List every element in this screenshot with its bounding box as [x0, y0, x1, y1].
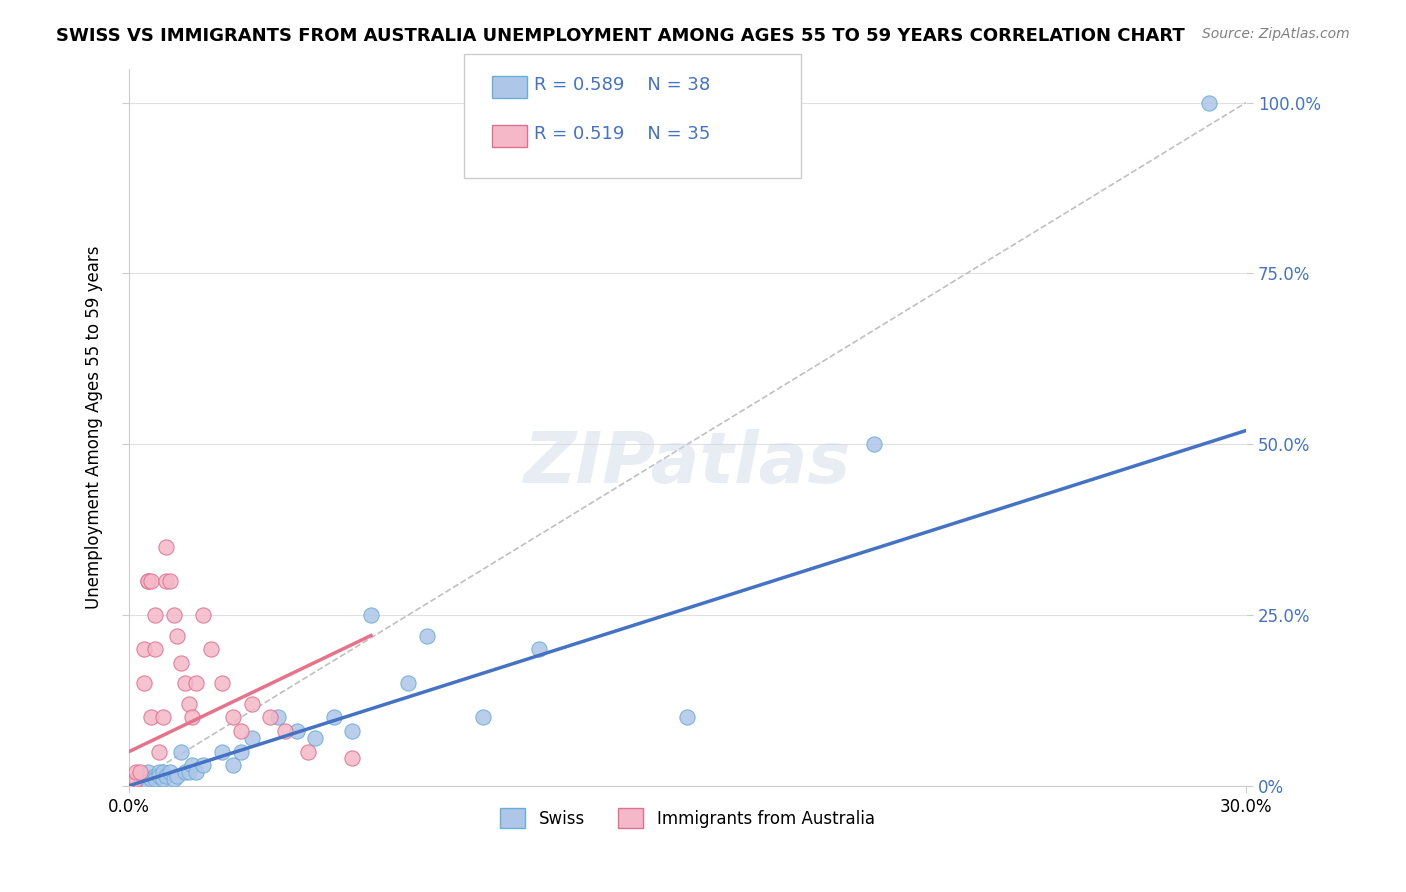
- Point: [240, 697, 263, 711]
- Point: [259, 710, 281, 724]
- Point: [416, 628, 439, 642]
- Point: [136, 775, 159, 789]
- Point: [1198, 95, 1220, 110]
- Point: [173, 676, 195, 690]
- Point: [211, 676, 233, 690]
- Point: [342, 724, 364, 739]
- Point: [152, 710, 174, 724]
- Point: [240, 731, 263, 745]
- Text: SWISS VS IMMIGRANTS FROM AUSTRALIA UNEMPLOYMENT AMONG AGES 55 TO 59 YEARS CORREL: SWISS VS IMMIGRANTS FROM AUSTRALIA UNEMP…: [56, 27, 1185, 45]
- Point: [229, 724, 252, 739]
- Text: R = 0.589    N = 38: R = 0.589 N = 38: [534, 76, 710, 94]
- Point: [267, 710, 290, 724]
- Point: [200, 642, 222, 657]
- Point: [141, 772, 163, 786]
- Point: [141, 710, 163, 724]
- Point: [155, 574, 177, 588]
- Point: [166, 628, 188, 642]
- Point: [471, 710, 494, 724]
- Point: [527, 642, 550, 657]
- Point: [125, 772, 148, 786]
- Point: [148, 768, 170, 782]
- Point: [173, 765, 195, 780]
- Point: [274, 724, 297, 739]
- Point: [211, 745, 233, 759]
- Point: [360, 607, 382, 622]
- Point: [181, 758, 204, 772]
- Point: [155, 540, 177, 554]
- Point: [159, 765, 181, 780]
- Point: [159, 574, 181, 588]
- Point: [229, 745, 252, 759]
- Point: [163, 607, 186, 622]
- Point: [285, 724, 308, 739]
- Point: [143, 772, 166, 786]
- Point: [143, 768, 166, 782]
- Point: [222, 710, 245, 724]
- Point: [148, 745, 170, 759]
- Point: [181, 710, 204, 724]
- Point: [125, 765, 148, 780]
- Point: [170, 745, 193, 759]
- Legend: Swiss, Immigrants from Australia: Swiss, Immigrants from Australia: [494, 801, 882, 835]
- Point: [143, 642, 166, 657]
- Point: [322, 710, 344, 724]
- Text: R = 0.519    N = 35: R = 0.519 N = 35: [534, 125, 710, 143]
- Point: [177, 697, 200, 711]
- Point: [184, 676, 207, 690]
- Point: [118, 779, 141, 793]
- Point: [222, 758, 245, 772]
- Point: [118, 779, 141, 793]
- Y-axis label: Unemployment Among Ages 55 to 59 years: Unemployment Among Ages 55 to 59 years: [86, 245, 103, 609]
- Point: [132, 642, 155, 657]
- Point: [297, 745, 319, 759]
- Point: [132, 676, 155, 690]
- Point: [121, 779, 143, 793]
- Point: [136, 765, 159, 780]
- Point: [304, 731, 326, 745]
- Point: [163, 772, 186, 786]
- Point: [148, 765, 170, 780]
- Point: [136, 574, 159, 588]
- Point: [129, 772, 152, 786]
- Point: [396, 676, 419, 690]
- Point: [155, 768, 177, 782]
- Point: [129, 765, 152, 780]
- Text: Source: ZipAtlas.com: Source: ZipAtlas.com: [1202, 27, 1350, 41]
- Point: [152, 772, 174, 786]
- Point: [862, 437, 884, 451]
- Point: [152, 765, 174, 780]
- Point: [136, 574, 159, 588]
- Text: ZIPatlas: ZIPatlas: [524, 428, 851, 498]
- Point: [342, 751, 364, 765]
- Point: [676, 710, 699, 724]
- Point: [143, 607, 166, 622]
- Point: [166, 768, 188, 782]
- Point: [184, 765, 207, 780]
- Point: [170, 656, 193, 670]
- Point: [193, 758, 215, 772]
- Point: [141, 574, 163, 588]
- Point: [193, 607, 215, 622]
- Point: [177, 765, 200, 780]
